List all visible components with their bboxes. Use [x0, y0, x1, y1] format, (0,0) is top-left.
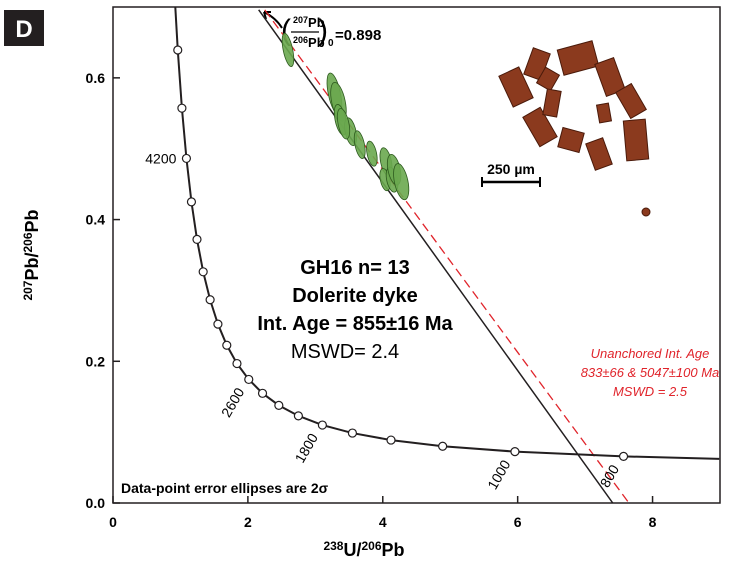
age-marker	[232, 358, 242, 369]
rock-label: Dolerite dyke	[292, 285, 418, 307]
age-marker	[244, 374, 254, 385]
data-ellipse	[366, 140, 378, 167]
intercept-arrow	[263, 11, 283, 29]
zircon-image	[498, 40, 651, 217]
note: Data-point error ellipses are 2σ	[121, 480, 329, 496]
y-tick-label: 0.6	[86, 70, 106, 86]
unanchored-label: Unanchored Int. Age	[591, 346, 710, 361]
age-marker	[274, 400, 284, 410]
paren: )	[318, 14, 328, 47]
sample-label: GH16 n= 13	[300, 257, 410, 279]
unanchored-label: 833±66 & 5047±100 Ma	[581, 365, 720, 380]
x-tick-label: 8	[649, 514, 657, 530]
x-axis-label: 238U/206Pb	[323, 539, 404, 560]
age-marker	[317, 420, 327, 430]
intercept-denominator: 206Pb	[293, 35, 325, 50]
data-ellipse	[393, 163, 410, 201]
age-marker	[213, 319, 223, 329]
y-tick-label: 0.2	[86, 353, 106, 369]
y-tick-label: 0.4	[86, 212, 106, 228]
unanchored-label: MSWD = 2.5	[613, 384, 688, 399]
paren: (	[281, 14, 291, 47]
y-tick-label: 0.0	[86, 495, 106, 511]
panel-label: D	[15, 16, 32, 43]
intercept-subscript: 0	[328, 38, 334, 49]
age-marker	[438, 441, 448, 451]
data-ellipse	[336, 108, 351, 140]
scale-bar-label: 250 µm	[487, 161, 535, 177]
age-marker	[173, 45, 183, 55]
plot-frame	[112, 6, 721, 504]
age-marker	[181, 153, 192, 164]
data-ellipse	[281, 32, 295, 68]
data-ellipse	[353, 130, 366, 159]
age-marker	[618, 451, 629, 461]
age-marker	[222, 340, 232, 350]
x-tick-label: 4	[379, 514, 387, 530]
anchored-regression	[258, 9, 614, 503]
age-marker	[386, 435, 396, 445]
age-marker	[177, 103, 187, 113]
mswd-label: MSWD= 2.4	[291, 341, 399, 363]
plot-area	[173, 7, 720, 503]
age-label: 4200	[145, 150, 176, 166]
x-tick-label: 0	[109, 514, 117, 530]
age-marker	[198, 267, 208, 277]
age-marker	[257, 388, 268, 398]
intercept-arrow-head	[263, 11, 271, 20]
concordia-curve	[174, 7, 720, 460]
x-tick-label: 6	[514, 514, 522, 530]
intercept-value: =0.898	[335, 27, 381, 44]
age-marker	[192, 234, 202, 245]
age-marker	[293, 411, 303, 421]
intercept-numerator: 207Pb	[293, 15, 325, 30]
age-marker	[186, 197, 197, 207]
age-marker	[510, 447, 520, 457]
age-marker	[205, 295, 215, 305]
age-marker	[347, 428, 358, 438]
y-axis-label: 207Pb/206Pb	[21, 209, 42, 300]
age-label: Int. Age = 855±16 Ma	[257, 313, 453, 335]
unanchored-regression	[264, 9, 630, 503]
x-tick-label: 2	[244, 514, 252, 530]
panel-badge	[4, 10, 44, 46]
